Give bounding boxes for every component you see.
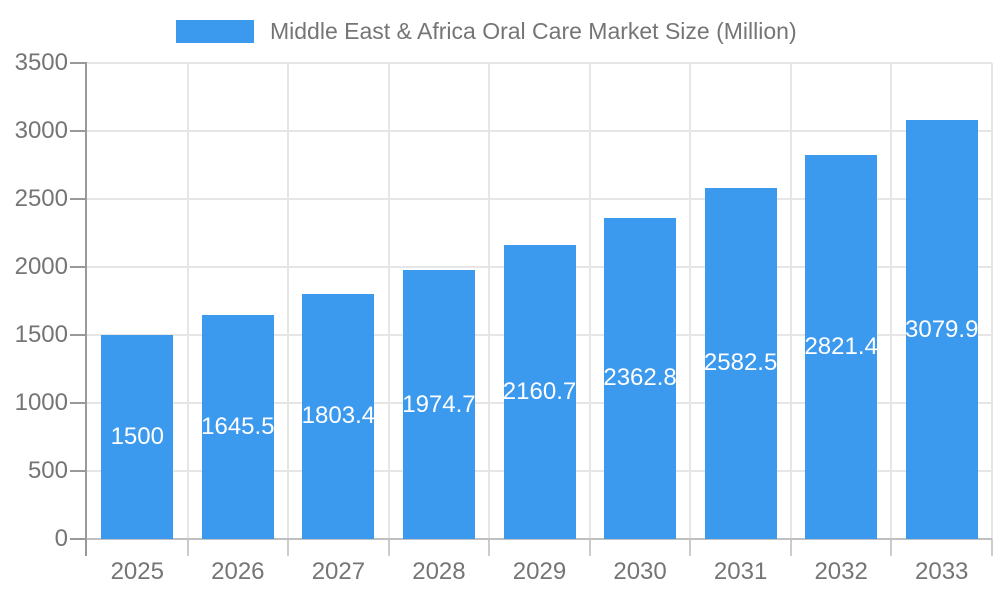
bar[interactable] xyxy=(805,155,878,539)
h-gridline xyxy=(87,62,992,64)
x-axis-category-label: 2033 xyxy=(915,558,969,585)
x-axis-category-label: 2032 xyxy=(814,558,868,585)
bar-value-label: 2821.4 xyxy=(804,333,878,361)
x-axis-category-label: 2027 xyxy=(311,558,366,585)
bar[interactable] xyxy=(201,315,274,539)
bar[interactable] xyxy=(402,270,475,539)
y-axis-tick xyxy=(70,334,87,336)
v-gridline xyxy=(991,63,993,539)
y-axis-tick-label: 2500 xyxy=(14,185,68,212)
y-axis-tick-label: 0 xyxy=(54,525,68,552)
y-axis-tick xyxy=(70,470,87,472)
bar[interactable] xyxy=(101,335,174,539)
x-axis-tick xyxy=(387,539,390,556)
y-axis-tick-label: 2000 xyxy=(14,253,68,280)
x-axis-category-label: 2031 xyxy=(713,558,768,585)
y-axis-tick-label: 1500 xyxy=(14,321,68,348)
y-axis-line xyxy=(85,63,87,556)
x-axis-tick xyxy=(991,539,993,556)
h-gridline xyxy=(87,130,992,132)
x-axis-tick xyxy=(588,539,591,556)
bar[interactable] xyxy=(604,217,677,539)
legend-label: Middle East & Africa Oral Care Market Si… xyxy=(270,17,797,44)
v-gridline xyxy=(789,63,792,539)
x-axis-category-label: 2030 xyxy=(613,558,667,585)
x-axis-tick xyxy=(689,539,692,556)
v-gridline xyxy=(287,63,290,539)
bar[interactable] xyxy=(302,293,375,539)
y-axis-tick-label: 3000 xyxy=(14,117,68,144)
x-axis-category-label: 2029 xyxy=(512,558,567,585)
x-axis-category-label: 2028 xyxy=(412,558,466,585)
x-axis-category-label: 2026 xyxy=(211,558,265,585)
x-axis-tick xyxy=(488,539,491,556)
bar-value-label: 3079.9 xyxy=(905,315,979,343)
v-gridline xyxy=(588,63,591,539)
bar-value-label: 2582.5 xyxy=(703,349,778,377)
bar[interactable] xyxy=(503,245,576,539)
bar-value-label: 2160.7 xyxy=(502,378,577,406)
legend[interactable]: Middle East & Africa Oral Care Market Si… xyxy=(176,14,797,48)
x-axis-tick xyxy=(287,539,290,556)
bar-value-label: 1500 xyxy=(110,423,164,450)
y-axis-tick xyxy=(70,130,87,132)
y-axis-tick xyxy=(70,402,87,404)
legend-swatch[interactable] xyxy=(176,19,254,43)
bar[interactable] xyxy=(905,120,978,539)
v-gridline xyxy=(689,63,692,539)
h-gridline xyxy=(87,198,992,200)
x-axis-category-label: 2025 xyxy=(110,558,164,585)
v-gridline xyxy=(387,63,390,539)
v-gridline xyxy=(488,63,491,539)
bar-value-label: 1974.7 xyxy=(402,390,476,418)
x-axis-tick xyxy=(186,539,189,556)
y-axis-tick xyxy=(70,538,87,540)
bar-value-label: 1803.4 xyxy=(301,402,376,430)
y-axis-tick xyxy=(70,62,87,64)
v-gridline xyxy=(890,63,893,539)
x-axis-tick xyxy=(789,539,792,556)
y-axis-tick-label: 500 xyxy=(27,457,68,484)
v-gridline xyxy=(186,63,189,539)
bar-value-label: 1645.5 xyxy=(201,413,275,441)
y-axis-tick-label: 3500 xyxy=(14,49,68,76)
bar-value-label: 2362.8 xyxy=(603,364,677,392)
x-axis-line xyxy=(87,538,992,540)
bar[interactable] xyxy=(704,187,777,539)
y-axis-tick-label: 1000 xyxy=(14,389,68,416)
y-axis-tick xyxy=(70,198,87,200)
y-axis-tick xyxy=(70,266,87,268)
x-axis-tick xyxy=(890,539,893,556)
